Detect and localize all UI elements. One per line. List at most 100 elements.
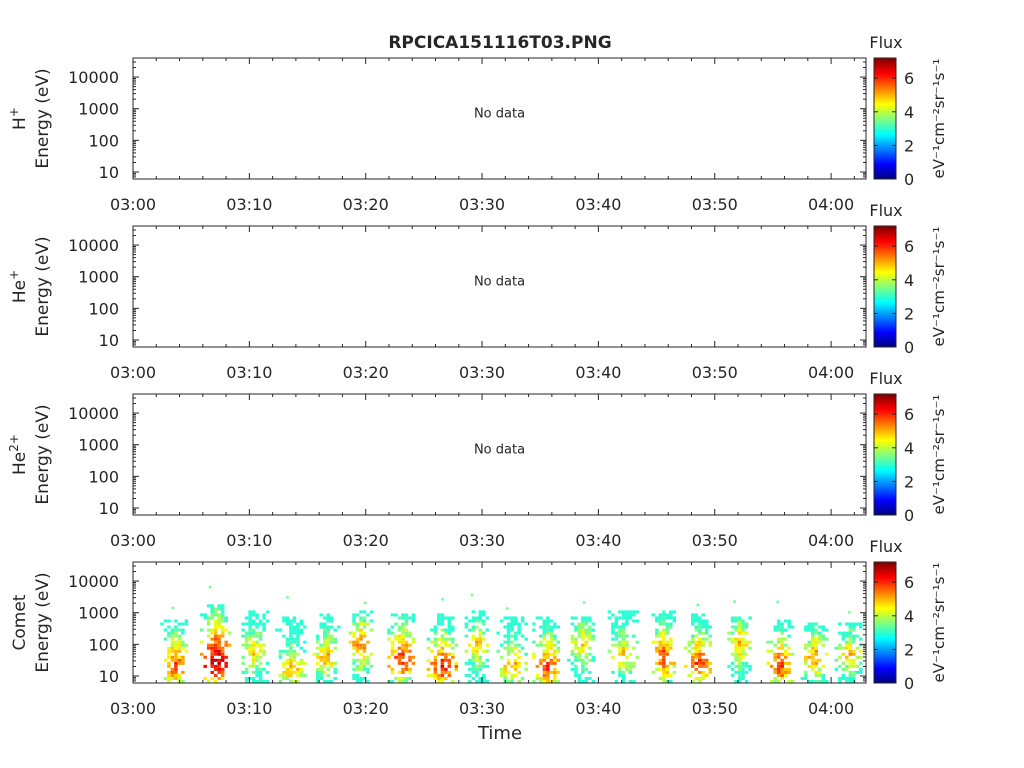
- x-tick-label: 03:40: [575, 195, 621, 214]
- colorbar-segment: [874, 250, 896, 253]
- spectrogram-pixel: [213, 646, 218, 650]
- x-axis-ticks: 03:00 03:10 03:20 03:30 03:40 03:50 04:00: [110, 58, 855, 214]
- spectrogram-pixel: [471, 676, 476, 680]
- species-charge: +: [7, 107, 21, 117]
- spectrogram-pixel: [821, 673, 825, 677]
- spectrogram-pixel: [285, 676, 290, 680]
- x-axis-ticks: 03:00 03:10 03:20 03:30 03:40 03:50 04:00: [110, 226, 855, 382]
- spectrogram-pixel: [665, 643, 670, 647]
- spectrogram-pixel: [776, 673, 781, 677]
- spectrogram-pixel: [546, 679, 550, 683]
- spectrogram-pixel: [265, 670, 270, 674]
- spectrogram-pixel: [451, 679, 455, 683]
- colorbar-segment: [874, 638, 896, 642]
- y-tick-label: 10: [99, 667, 119, 686]
- spectrogram-pixel: [611, 631, 615, 635]
- spectrogram-pixel: [289, 658, 293, 662]
- spectrogram-pixel: [397, 655, 402, 659]
- colorbar-segment: [874, 658, 896, 662]
- spectrogram-pixel: [496, 649, 500, 653]
- spectrogram-pixel: [471, 619, 476, 623]
- spectrogram-pixel: [811, 652, 815, 656]
- spectrogram-pixel: [167, 619, 171, 623]
- spectrogram-pixel: [694, 652, 699, 656]
- spectrogram-pixel: [433, 643, 438, 647]
- y-tick-label: 10000: [68, 404, 119, 423]
- colorbar-segment: [874, 666, 896, 670]
- spectrogram-pixel: [804, 655, 808, 659]
- spectrogram-pixel: [255, 634, 259, 638]
- spectrogram-pixel: [244, 646, 249, 650]
- spectrogram-pixel: [444, 640, 448, 644]
- species-label: H+: [7, 107, 30, 130]
- spectrogram-pixel: [730, 616, 735, 620]
- spectrogram-pixel: [330, 640, 334, 644]
- spectrogram-pixel: [635, 619, 640, 623]
- spectrogram-pixel: [258, 676, 263, 680]
- spectrogram-pixel: [694, 676, 699, 680]
- spectrogram-pixel: [482, 676, 486, 680]
- spectrogram-pixel: [549, 640, 554, 644]
- spectrogram-pixel: [444, 616, 448, 620]
- colorbar-segment: [874, 114, 896, 117]
- spectrogram-pixel: [213, 637, 218, 641]
- spectrogram-pixel: [397, 676, 402, 680]
- spectrogram-pixel: [773, 667, 777, 671]
- spectrogram-pixel: [780, 664, 784, 668]
- spectrogram-pixel: [433, 673, 438, 677]
- spectrogram-pixel: [737, 631, 742, 635]
- spectrogram-pixel: [482, 619, 486, 623]
- spectrogram-pixel: [289, 670, 293, 674]
- spectrogram-pixel: [355, 676, 360, 680]
- spectrogram-pixel: [701, 619, 705, 623]
- spectrogram-pixel: [471, 655, 476, 659]
- spectrogram-pixel: [292, 631, 297, 635]
- colorbar-segment: [874, 244, 896, 247]
- spectrogram-pixel: [440, 649, 445, 653]
- x-tick-label: 03:50: [692, 195, 738, 214]
- spectrogram-pixel: [323, 625, 327, 629]
- spectrogram-pixel: [535, 616, 540, 620]
- spectrogram-pixel: [546, 670, 550, 674]
- spectrogram-pixel: [513, 643, 518, 647]
- spectrogram-pixel: [628, 664, 633, 668]
- spectrogram-pixel: [852, 622, 856, 626]
- spectrogram-pixel: [621, 628, 626, 632]
- spectrogram-pixel: [404, 649, 409, 653]
- spectrogram-pixel: [773, 643, 777, 647]
- spectrogram-pixel: [404, 643, 409, 647]
- spectrogram-pixel: [451, 628, 455, 632]
- colorbar-segment: [874, 148, 896, 152]
- spectrogram-pixel: [282, 616, 286, 620]
- spectrogram-pixel: [440, 652, 445, 656]
- colorbar-segment: [874, 152, 896, 156]
- spectrogram-pixel: [698, 661, 702, 665]
- colorbar-segment: [874, 58, 896, 61]
- spectrogram-pixel: [464, 649, 469, 653]
- spectrogram-pixel: [506, 649, 511, 653]
- x-tick-label: 04:00: [808, 699, 854, 718]
- spectrogram-pixel: [542, 628, 547, 632]
- spectrogram-pixel: [437, 649, 441, 653]
- spectrogram-pixel: [330, 634, 334, 638]
- spectrogram-pixel: [672, 610, 677, 614]
- spectrogram-pixel: [471, 610, 476, 614]
- colorbar-segment: [874, 312, 896, 316]
- spectrogram-pixel: [206, 622, 211, 626]
- x-tick-label: 03:40: [575, 363, 621, 382]
- spectrogram-pixel: [440, 673, 445, 677]
- spectrogram-pixel: [694, 640, 699, 644]
- spectrogram-pixel: [359, 664, 363, 668]
- spectrogram-pixel: [584, 631, 589, 635]
- spectrogram-pixel: [532, 640, 536, 644]
- spectrogram-pixel: [704, 664, 709, 668]
- colorbar-tick-label: 2: [904, 304, 914, 323]
- spectrogram-pixel: [584, 616, 589, 620]
- colorbar-segment: [874, 644, 896, 648]
- colorbar-segment: [874, 510, 896, 514]
- spectrogram-pixel: [210, 610, 214, 614]
- colorbar-segment: [874, 424, 896, 427]
- spectrogram-pixel: [174, 631, 178, 635]
- y-tick-label: 10000: [68, 572, 119, 591]
- spectrogram-pixel: [482, 610, 486, 614]
